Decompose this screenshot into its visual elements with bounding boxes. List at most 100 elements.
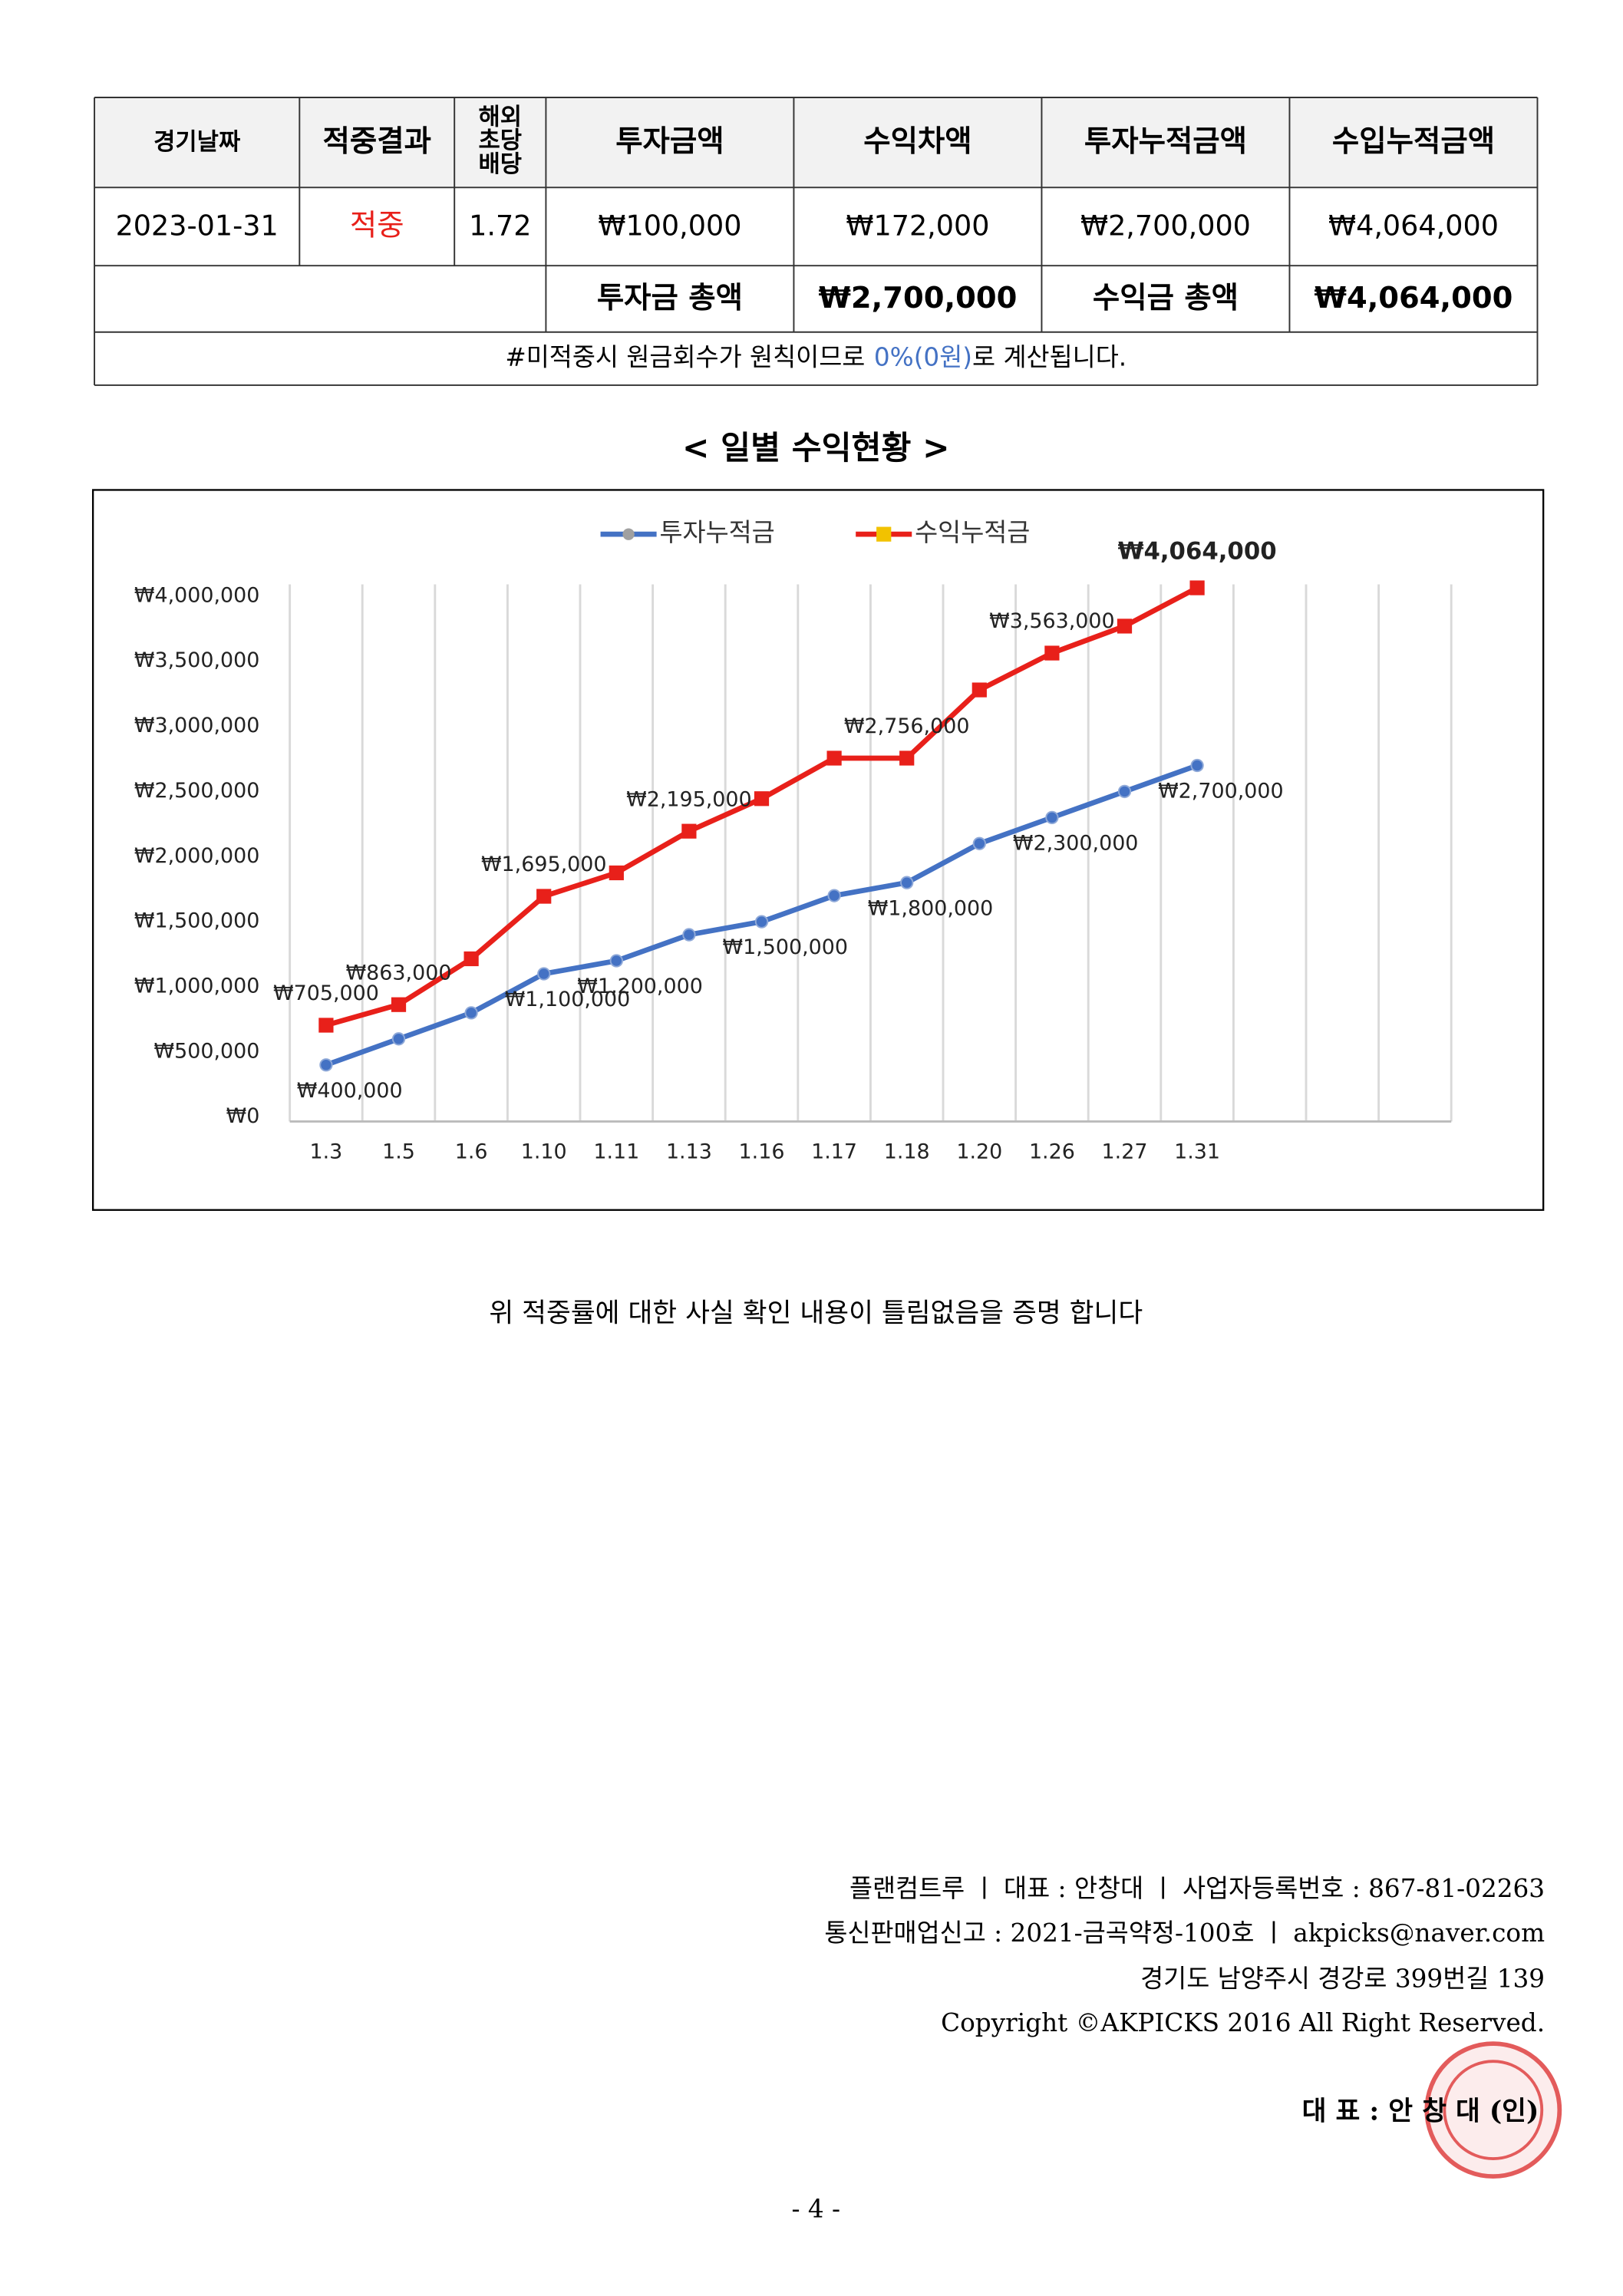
data-point <box>971 682 987 698</box>
legend-label: 투자누적금 <box>659 518 774 547</box>
column-header: 경기날짜 <box>153 128 240 156</box>
table-cell: 2023-01-31 <box>116 209 279 242</box>
note-part: #미적중시 원금회수가 원칙이므로 <box>505 342 865 371</box>
column-header: 수익차액 <box>863 124 971 159</box>
table-cell: ₩2,700,000 <box>1080 209 1251 242</box>
y-tick-label: ₩3,000,000 <box>134 714 260 737</box>
x-tick-label: 1.18 <box>884 1140 930 1163</box>
series-line <box>325 586 1199 1028</box>
total-cell: 수익금 총액 <box>1093 281 1239 315</box>
data-point <box>1189 580 1205 595</box>
data-point <box>1190 758 1204 773</box>
value-label: ₩705,000 <box>273 981 379 1005</box>
note-part: 로 계산됩니다. <box>972 342 1127 371</box>
value-label: ₩2,300,000 <box>1013 831 1139 855</box>
table-cell: ₩4,064,000 <box>1328 209 1499 242</box>
statement: 위 적중률에 대한 사실 확인 내용이 틀림없음을 증명 합니다 <box>489 1298 1143 1328</box>
data-point <box>536 889 552 904</box>
legend-label: 수익누적금 <box>915 518 1030 547</box>
value-label: ₩1,500,000 <box>723 935 849 959</box>
data-point <box>827 889 841 902</box>
value-label: ₩3,563,000 <box>989 609 1115 633</box>
y-tick-label: ₩1,500,000 <box>134 909 260 933</box>
data-point <box>318 1018 334 1033</box>
note-part: 0%(0원) <box>874 342 972 371</box>
column-header: 적중결과 <box>323 124 431 159</box>
footer-line: 통신판매업신고 : 2021-금곡약정-100호 ㅣ akpicks@naver… <box>824 1918 1545 1948</box>
page-number: - 4 - <box>791 2194 840 2223</box>
y-tick-label: ₩2,500,000 <box>134 779 260 803</box>
table-note: #미적중시 원금회수가 원칙이므로 0%(0원)로 계산됩니다. <box>505 342 1127 371</box>
data-point <box>537 967 551 981</box>
legend-marker <box>622 528 635 540</box>
stamp <box>1424 2041 1562 2179</box>
x-tick-label: 1.10 <box>521 1140 567 1163</box>
x-tick-label: 1.13 <box>666 1140 712 1163</box>
x-tick-label: 1.3 <box>310 1140 343 1163</box>
value-label: ₩2,756,000 <box>844 714 970 738</box>
value-label: ₩863,000 <box>346 961 452 985</box>
chart-frame <box>91 489 1545 1211</box>
data-point <box>1117 619 1133 634</box>
table-cell: ₩172,000 <box>846 209 989 242</box>
value-label: ₩4,064,000 <box>1118 537 1277 565</box>
data-point <box>391 1032 406 1046</box>
y-tick-label: ₩0 <box>226 1104 260 1128</box>
data-point <box>682 928 696 942</box>
x-tick-label: 1.20 <box>956 1140 1002 1163</box>
column-header: 해외 <box>479 103 523 130</box>
data-point <box>463 951 479 967</box>
data-point <box>464 1006 478 1020</box>
total-cell: ₩4,064,000 <box>1315 281 1513 315</box>
data-point <box>391 997 407 1012</box>
data-point <box>1044 645 1060 661</box>
value-label: ₩1,800,000 <box>868 896 994 920</box>
chart-title: < 일별 수익현황 > <box>682 429 950 467</box>
data-point <box>319 1058 333 1072</box>
footer-line: 경기도 남양주시 경강로 399번길 139 <box>1140 1964 1545 1993</box>
column-header: 투자금액 <box>615 124 724 159</box>
data-point <box>609 954 623 968</box>
x-tick-label: 1.11 <box>593 1140 639 1163</box>
column-header: 배당 <box>479 150 523 178</box>
value-label: ₩2,700,000 <box>1158 780 1284 803</box>
footer-line: 플랜컴트루 ㅣ 대표 : 안창대 ㅣ 사업자등록번호 : 867-81-0226… <box>849 1874 1545 1903</box>
value-label: ₩400,000 <box>297 1079 403 1103</box>
table-cell: 1.72 <box>469 209 531 242</box>
x-tick-label: 1.6 <box>455 1140 488 1163</box>
table-cell: 적중 <box>350 209 404 243</box>
x-tick-label: 1.26 <box>1029 1140 1075 1163</box>
value-label: ₩1,100,000 <box>505 988 631 1011</box>
header-bg <box>94 97 1538 188</box>
chart: ₩0 ₩500,000 ₩1,000,000 ₩1,500,000 ₩2,000,000… <box>134 518 1453 1163</box>
data-point <box>899 750 915 766</box>
x-tick-label: 1.27 <box>1102 1140 1148 1163</box>
data-point <box>900 876 914 889</box>
y-tick-label: ₩2,000,000 <box>134 844 260 868</box>
data-point <box>754 791 770 807</box>
y-tick-label: ₩4,000,000 <box>134 583 260 607</box>
value-label: ₩1,695,000 <box>481 853 607 876</box>
x-tick-label: 1.5 <box>382 1140 415 1163</box>
total-cell: 투자금 총액 <box>597 281 743 315</box>
data-point <box>972 836 986 850</box>
column-header: 초당 <box>479 127 523 154</box>
total-cell: ₩2,700,000 <box>819 281 1018 315</box>
footer-line: Copyright ©AKPICKS 2016 All Right Reserv… <box>941 2008 1545 2037</box>
signature: 대 표 : 안 창 대 (인) <box>1302 2096 1539 2126</box>
table-cell: ₩100,000 <box>598 209 741 242</box>
data-point <box>1117 784 1132 799</box>
column-header: 투자누적금액 <box>1084 124 1247 159</box>
data-point <box>1045 810 1059 825</box>
legend-marker <box>876 526 892 542</box>
value-label: ₩1,200,000 <box>577 975 703 998</box>
y-tick-label: ₩3,500,000 <box>134 648 260 672</box>
data-point <box>609 865 624 881</box>
column-header: 수입누적금액 <box>1332 124 1495 159</box>
data-point <box>826 750 842 766</box>
x-tick-label: 1.17 <box>811 1140 857 1163</box>
y-tick-label: ₩1,000,000 <box>134 974 260 998</box>
